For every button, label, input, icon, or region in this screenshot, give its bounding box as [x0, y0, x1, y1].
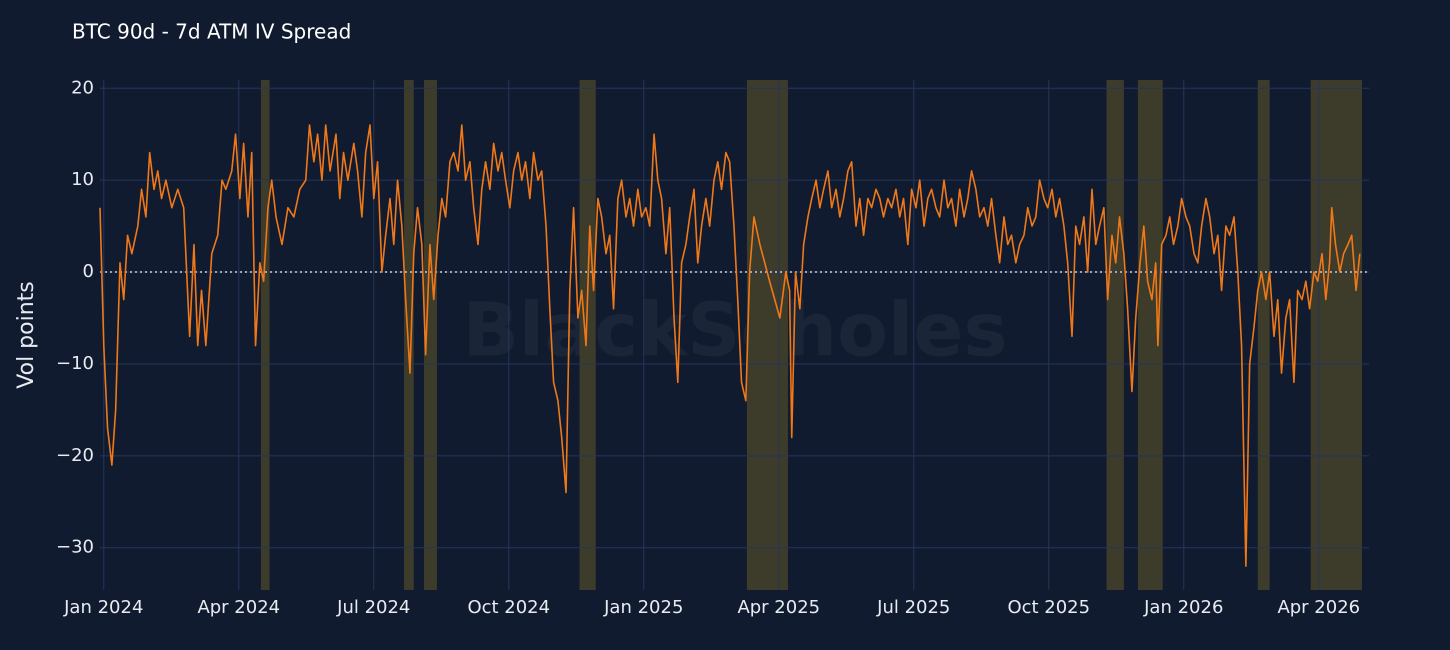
x-tick-label: Oct 2025: [1007, 597, 1090, 618]
x-tick-label: Jul 2024: [336, 597, 410, 618]
y-tick-label: 0: [83, 261, 94, 282]
y-tick-label: 10: [71, 169, 94, 190]
data-line: [99, 124, 1361, 567]
shaded-band: [746, 80, 788, 590]
y-tick-label: −30: [56, 537, 94, 558]
watermark: BlackScholes: [462, 288, 1007, 374]
y-tick-label: −10: [56, 353, 94, 374]
shaded-band: [1257, 80, 1270, 590]
x-tick-label: Jan 2026: [1143, 597, 1223, 618]
x-tick-label: Apr 2025: [737, 597, 820, 618]
grid: −30 −20 −10 0 10 20 Jan 2024 Apr 2024 Jul 2024 Oc…: [56, 77, 1369, 618]
x-tick-label: Jul 2025: [876, 597, 950, 618]
x-tick-label: Apr 2024: [197, 597, 280, 618]
y-axis-label: Vol points: [14, 281, 39, 388]
x-tick-label: Oct 2024: [467, 597, 550, 618]
x-tick-label: Jan 2024: [63, 597, 143, 618]
shaded-band: [260, 80, 270, 590]
chart-title: BTC 90d - 7d ATM IV Spread: [72, 20, 351, 44]
shaded-band: [424, 80, 437, 590]
shaded-band: [404, 80, 414, 590]
x-tick-label: Apr 2026: [1277, 597, 1360, 618]
shaded-band: [1106, 80, 1124, 590]
plot-area: [99, 124, 1369, 567]
shaded-band: [579, 80, 596, 590]
x-tick-label: Jan 2025: [603, 597, 683, 618]
y-tick-label: 20: [71, 77, 94, 98]
y-tick-label: −20: [56, 445, 94, 466]
